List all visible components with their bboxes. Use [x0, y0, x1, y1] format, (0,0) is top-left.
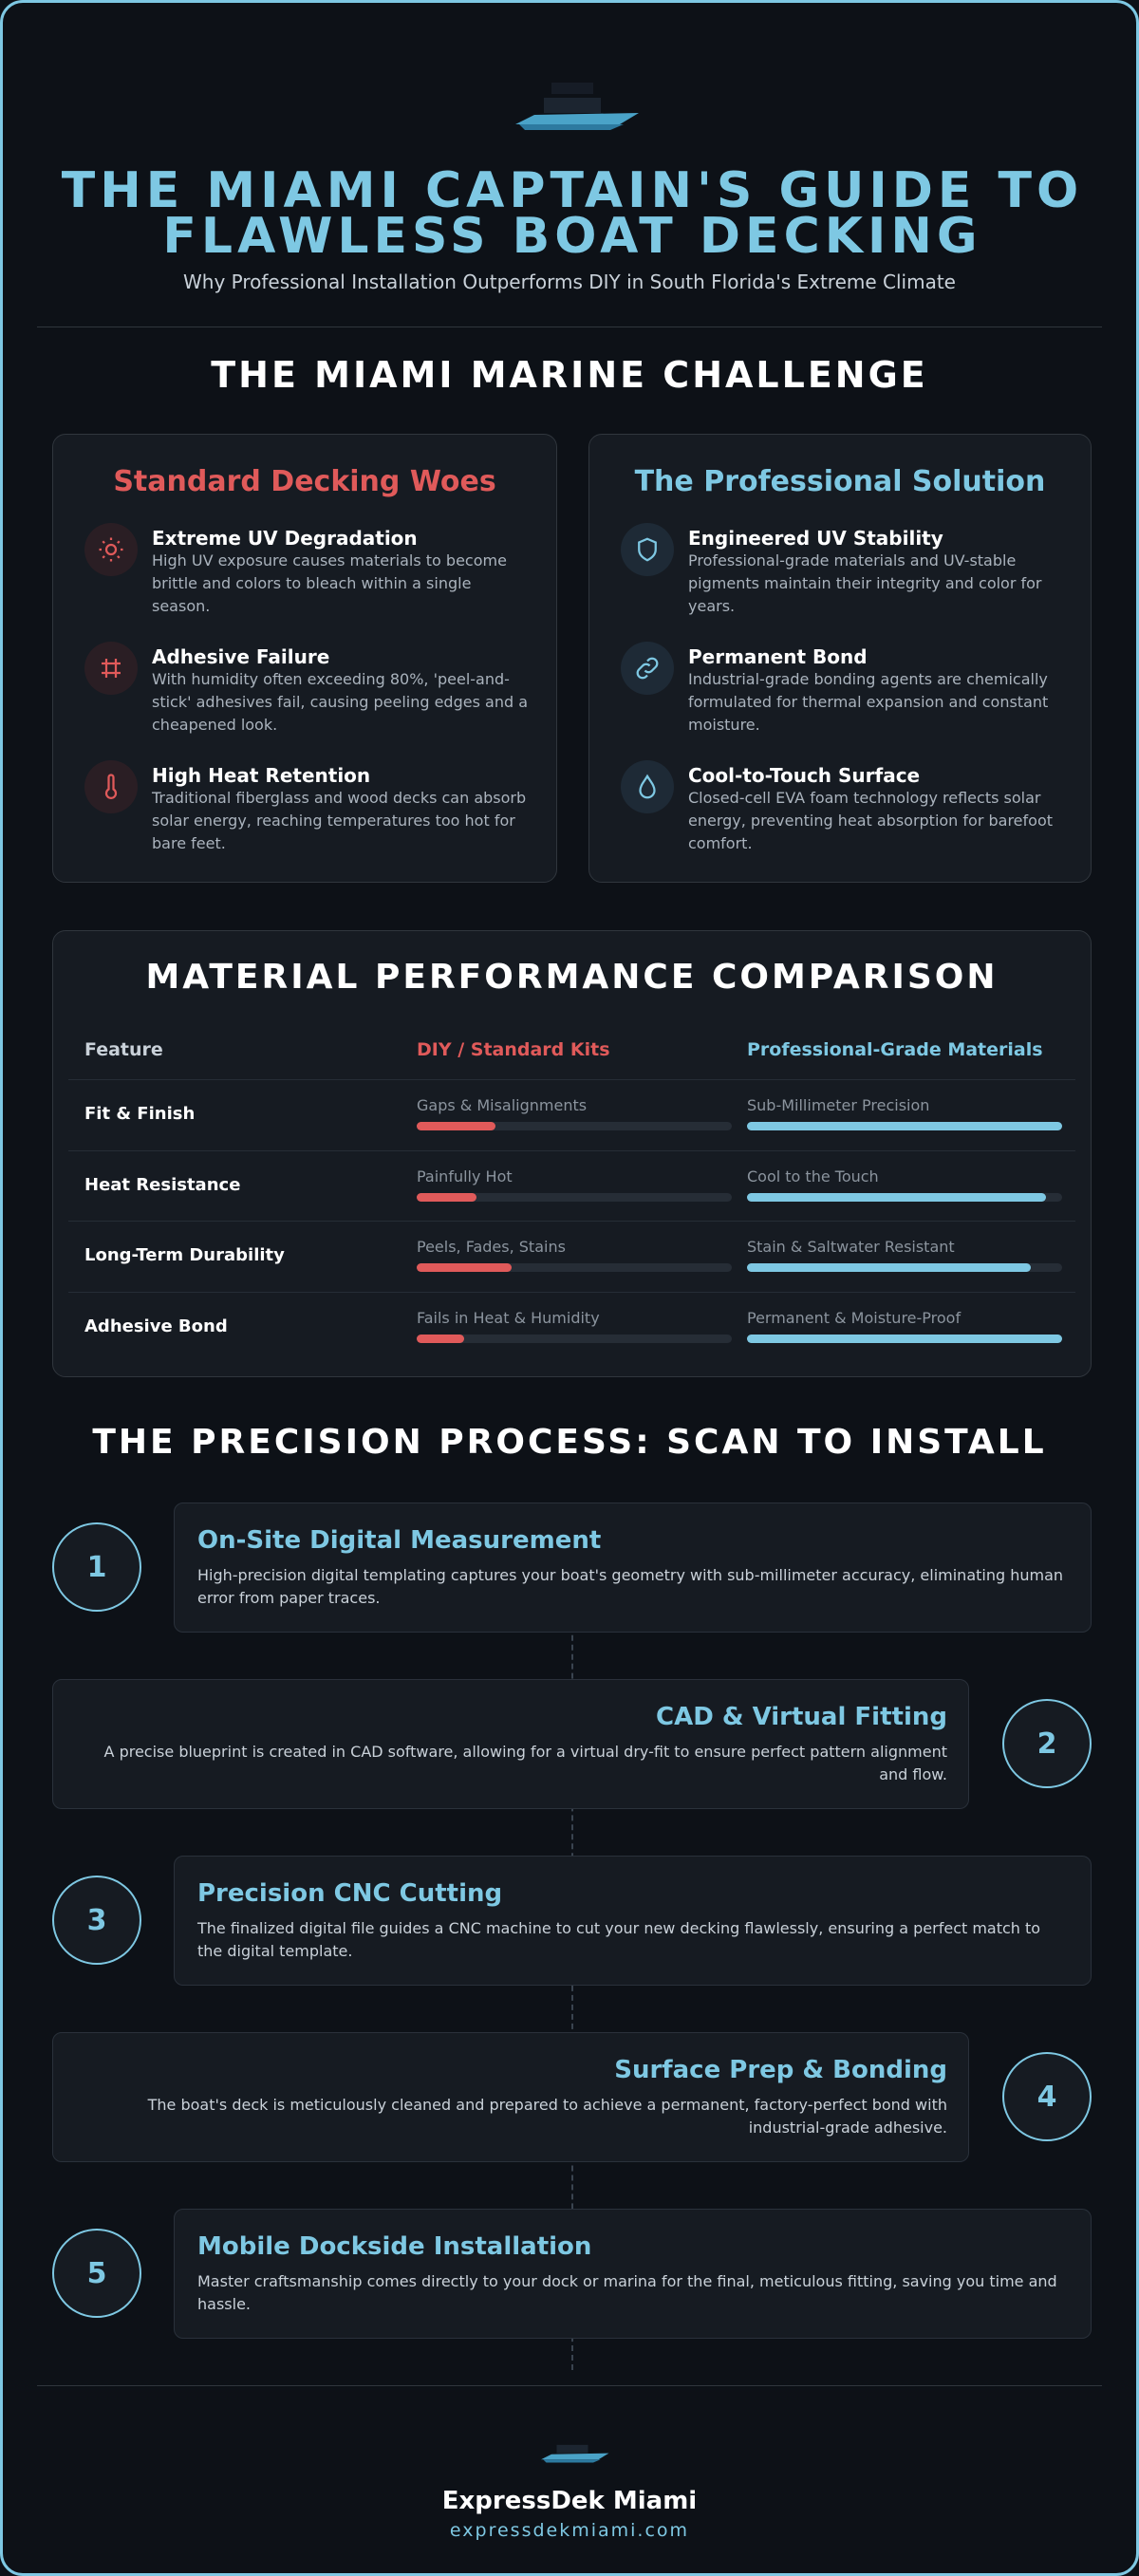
step-text: Master craftsmanship comes directly to y…: [197, 2272, 1057, 2313]
row-divider: [68, 1221, 1075, 1223]
step-card: Mobile Dockside Installation Master craft…: [174, 2209, 1092, 2339]
bar: [417, 1192, 477, 1202]
section-heading: THE MIAMI MARINE CHALLENGE: [211, 354, 928, 396]
column-header: DIY / Standard Kits: [417, 1039, 610, 1060]
bar-track: [747, 1263, 1062, 1273]
rating-label: Fails in Heat & Humidity: [417, 1309, 600, 1328]
feature-label: Adhesive Bond: [84, 1316, 228, 1337]
rating-label: Stain & Saltwater Resistant: [747, 1238, 955, 1257]
item-text: High UV exposure causes materials to bec…: [152, 551, 507, 615]
step-number: 1: [52, 1522, 141, 1612]
icon: [84, 642, 138, 695]
row-divider: [68, 1292, 1075, 1294]
bar-track: [417, 1122, 732, 1130]
bar: [747, 1263, 1031, 1273]
rating-label: Cool to the Touch: [747, 1167, 879, 1185]
divider: [37, 2385, 1102, 2386]
step-title: CAD & Virtual Fitting: [656, 1703, 947, 1731]
icon-glyph: [636, 657, 659, 680]
item-title: Engineered UV Stability: [688, 527, 943, 550]
footer-url: expressdekmiami.com: [449, 2520, 690, 2541]
icon-glyph: [99, 537, 123, 562]
bar-track: [417, 1335, 732, 1344]
subtitle: Why Professional Installation Outperform…: [183, 271, 956, 293]
icon: [84, 760, 138, 813]
bar: [747, 1192, 1047, 1202]
step-number: 2: [1002, 1699, 1092, 1788]
step-card: On-Site Digital Measurement High-precisio…: [174, 1503, 1092, 1633]
bar-track: [747, 1335, 1062, 1344]
item-text: Closed-cell EVA foam technology reflects…: [688, 789, 1054, 852]
item-text: With humidity often exceeding 80%, 'peel…: [152, 670, 528, 734]
item-title: Extreme UV Degradation: [152, 527, 418, 550]
item-text: Industrial-grade bonding agents are chem…: [688, 670, 1049, 734]
icon: [621, 760, 674, 813]
footer-name: ExpressDek Miami: [441, 2487, 698, 2515]
rating-label: Gaps & Misalignments: [417, 1096, 588, 1114]
icon-glyph: [104, 774, 118, 799]
feature-label: Long-Term Durability: [84, 1245, 285, 1266]
comparison-card: MATERIAL PERFORMANCE COMPARISON Feature DI…: [52, 930, 1092, 1377]
rating-label: Sub-Millimeter Precision: [747, 1096, 930, 1114]
icon-glyph: [102, 659, 121, 678]
step-title: Surface Prep & Bonding: [614, 2056, 947, 2084]
bar: [417, 1122, 495, 1130]
logo: [541, 2444, 609, 2463]
bar-track: [417, 1192, 732, 1202]
item-text: Traditional fiberglass and wood decks ca…: [152, 789, 527, 852]
card: Standard Decking Woes Extreme UV Degradat…: [52, 434, 557, 883]
column-header: Professional-Grade Materials: [747, 1039, 1043, 1060]
item-title: Cool-to-Touch Surface: [688, 764, 921, 787]
bar-track: [417, 1263, 732, 1273]
icon-glyph: [639, 774, 656, 799]
bar-track: [747, 1192, 1062, 1202]
card-title: The Professional Solution: [634, 465, 1046, 498]
step-number: 4: [1002, 2052, 1092, 2141]
item-title: High Heat Retention: [152, 764, 371, 787]
item-title: Adhesive Failure: [152, 645, 330, 668]
icon: [621, 642, 674, 695]
step-text: The boat's deck is meticulously cleaned …: [147, 2096, 947, 2137]
bar-track: [747, 1122, 1062, 1130]
row-divider: [68, 1149, 1075, 1151]
rating-label: Peels, Fades, Stains: [417, 1238, 566, 1257]
step-number: 5: [52, 2229, 141, 2318]
bar: [417, 1263, 512, 1273]
row-divider: [68, 1079, 1075, 1080]
step-card: Precision CNC Cutting The finalized digit…: [174, 1856, 1092, 1986]
step-text: The finalized digital file guides a CNC …: [197, 1919, 1041, 1960]
icon: [84, 523, 138, 576]
title: THE MIAMI CAPTAIN'S GUIDE TO FLAWLESS BO…: [61, 162, 1084, 265]
step-card: CAD & Virtual Fitting A precise blueprint…: [52, 1679, 969, 1809]
section-heading: THE PRECISION PROCESS: SCAN TO INSTALL: [92, 1423, 1047, 1462]
bar: [417, 1335, 464, 1344]
icon-glyph: [638, 537, 657, 562]
card-title: Standard Decking Woes: [113, 465, 496, 498]
step-text: High-precision digital templating captur…: [197, 1566, 1064, 1607]
bar: [747, 1122, 1062, 1130]
card: The Professional Solution Engineered UV S…: [588, 434, 1092, 883]
item-title: Permanent Bond: [688, 645, 868, 668]
item-text: Professional-grade materials and UV-stab…: [688, 551, 1042, 615]
rating-label: Painfully Hot: [417, 1167, 513, 1185]
icon: [621, 523, 674, 576]
step-card: Surface Prep & Bonding The boat's deck is…: [52, 2032, 969, 2162]
feature-label: Heat Resistance: [84, 1174, 241, 1195]
step-title: On-Site Digital Measurement: [197, 1526, 602, 1555]
column-header: Feature: [84, 1039, 163, 1060]
step-text: A precise blueprint is created in CAD so…: [103, 1743, 947, 1783]
step-title: Mobile Dockside Installation: [197, 2232, 592, 2261]
step-number: 3: [52, 1876, 141, 1965]
rating-label: Permanent & Moisture-Proof: [747, 1309, 962, 1328]
bar: [747, 1335, 1062, 1344]
feature-label: Fit & Finish: [84, 1104, 196, 1124]
logo: [515, 83, 639, 130]
step-title: Precision CNC Cutting: [197, 1879, 503, 1908]
section-heading: MATERIAL PERFORMANCE COMPARISON: [145, 958, 999, 997]
